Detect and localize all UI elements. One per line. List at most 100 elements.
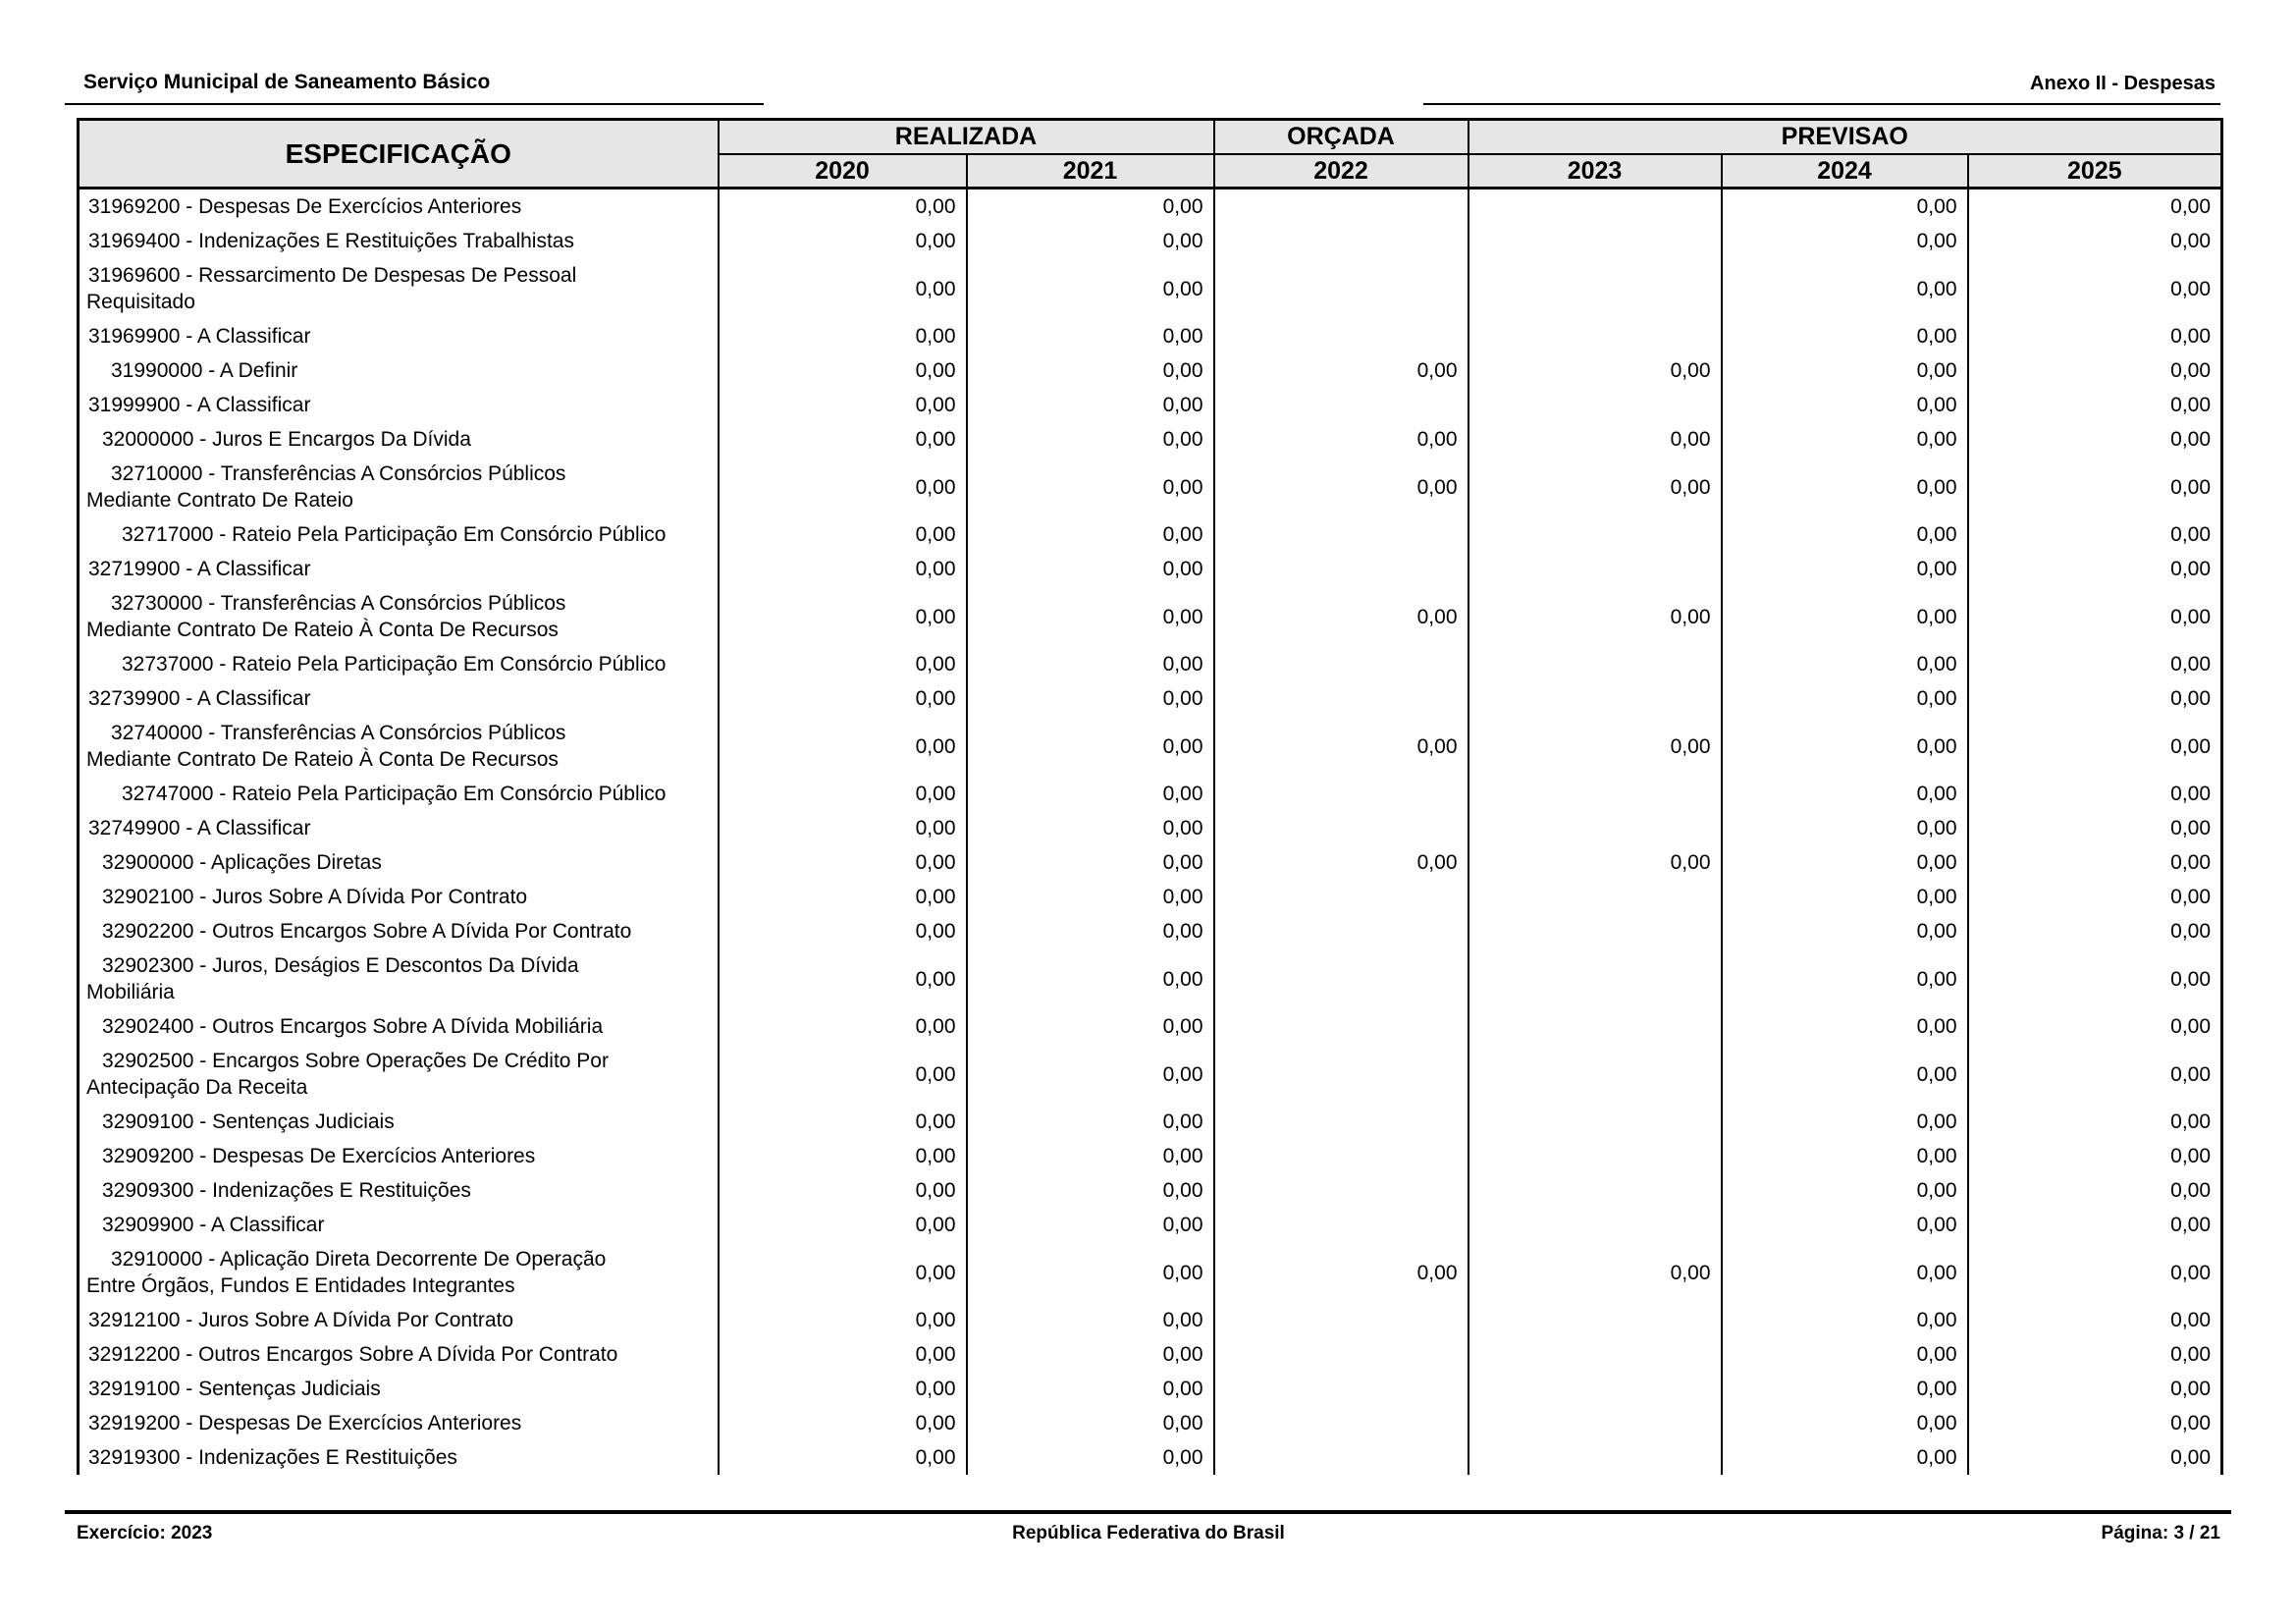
value-cell: 0,00 [717,716,967,777]
value-cell: 0,00 [1720,1303,1968,1337]
value-cell: 0,00 [1467,1242,1722,1303]
value-cell [1467,914,1722,948]
value-cell: 0,00 [1966,1173,2222,1208]
footer-exercicio: Exercício: 2023 [77,1523,213,1543]
spec-cell: 32719900 - A Classificar [88,558,311,580]
value-cell [1467,224,1722,258]
value-cell: 0,00 [1720,681,1968,716]
value-cell [1212,1105,1468,1139]
column-header-2021: 2021 [965,154,1214,189]
value-cell: 0,00 [1966,388,2222,422]
spec-cell: 32749900 - A Classificar [88,817,311,839]
spec-cell: 32909300 - Indenizações E Restituições [102,1179,471,1202]
table-row: 32909300 - Indenizações E Restituições 0,… [79,1173,2222,1208]
value-cell: 0,00 [717,388,967,422]
table-row: 31969200 - Despesas De Exercícios Anteri… [79,188,2222,224]
value-cell [1212,880,1468,914]
value-cell: 0,00 [1212,586,1468,647]
value-cell: 0,00 [965,457,1214,517]
title-left-underline [65,103,764,105]
value-cell: 0,00 [717,224,967,258]
value-cell [1212,224,1468,258]
value-cell [1212,319,1468,353]
table-body: 31969200 - Despesas De Exercícios Anteri… [79,188,2222,1475]
value-cell: 0,00 [1467,353,1722,388]
value-cell [1467,777,1722,811]
value-cell: 0,00 [1720,388,1968,422]
value-cell: 0,00 [965,258,1214,319]
spec-cell: 32912200 - Outros Encargos Sobre A Dívid… [88,1343,618,1366]
value-cell: 0,00 [1966,1440,2222,1475]
value-cell: 0,00 [965,1372,1214,1406]
table-row: 32909100 - Sentenças Judiciais 0,00 0,00 0,… [79,1105,2222,1139]
table-row: 32912100 - Juros Sobre A Dívida Por Cont… [79,1303,2222,1337]
value-cell [1467,681,1722,716]
value-cell [1467,1303,1722,1337]
value-cell: 0,00 [1467,845,1722,880]
spec-cell: 32710000 - Transferências A Consórcios P… [86,462,566,512]
expense-table: ESPECIFICAÇÃO REALIZADA ORÇADA PREVISAO … [77,118,2224,1475]
value-cell: 0,00 [965,845,1214,880]
table-row: 32730000 - Transferências A Consórcios P… [79,586,2222,647]
spec-cell: 31969400 - Indenizações E Restituições T… [88,230,574,252]
value-cell: 0,00 [1467,422,1722,457]
spec-cell: 32739900 - A Classificar [88,687,311,710]
footer-page-number: Página: 3 / 21 [2101,1523,2220,1543]
value-cell: 0,00 [1467,457,1722,517]
value-cell: 0,00 [1720,880,1968,914]
value-cell: 0,00 [717,457,967,517]
value-cell: 0,00 [1966,319,2222,353]
value-cell: 0,00 [1966,552,2222,586]
value-cell [1467,1009,1722,1044]
value-cell: 0,00 [1720,1242,1968,1303]
value-cell: 0,00 [1966,845,2222,880]
value-cell: 0,00 [1720,1044,1968,1105]
value-cell: 0,00 [1720,1208,1968,1242]
value-cell: 0,00 [1212,353,1468,388]
value-cell: 0,00 [1966,716,2222,777]
value-cell: 0,00 [717,552,967,586]
value-cell: 0,00 [1966,1208,2222,1242]
column-header-especificacao: ESPECIFICAÇÃO [78,119,720,189]
value-cell: 0,00 [965,1044,1214,1105]
value-cell: 0,00 [1720,258,1968,319]
table-row: 32910000 - Aplicação Direta Decorrente D… [79,1242,2222,1303]
value-cell: 0,00 [1966,1406,2222,1440]
spec-cell: 32740000 - Transferências A Consórcios P… [86,722,566,771]
table-header: ESPECIFICAÇÃO REALIZADA ORÇADA PREVISAO … [78,119,2222,189]
spec-cell: 32000000 - Juros E Encargos Da Dívida [102,428,471,451]
header-group-row: ESPECIFICAÇÃO REALIZADA ORÇADA PREVISAO [78,119,2222,189]
value-cell: 0,00 [1467,586,1722,647]
value-cell [1467,811,1722,845]
column-header-2023: 2023 [1467,154,1722,189]
value-cell: 0,00 [717,845,967,880]
value-cell: 0,00 [1720,188,1968,224]
value-cell: 0,00 [717,1337,967,1372]
value-cell: 0,00 [1720,224,1968,258]
value-cell: 0,00 [965,552,1214,586]
table-row: 32919200 - Despesas De Exercícios Anteri… [79,1406,2222,1440]
value-cell [1467,1105,1722,1139]
value-cell: 0,00 [1720,353,1968,388]
value-cell: 0,00 [717,811,967,845]
spec-cell: 32912100 - Juros Sobre A Dívida Por Cont… [88,1309,514,1331]
value-cell: 0,00 [1720,1372,1968,1406]
value-cell: 0,00 [1966,1372,2222,1406]
table-row: 32902500 - Encargos Sobre Operações De C… [79,1044,2222,1105]
value-cell: 0,00 [965,1440,1214,1475]
value-cell: 0,00 [965,1009,1214,1044]
value-cell [1212,1440,1468,1475]
value-cell: 0,00 [717,1105,967,1139]
value-cell: 0,00 [965,1139,1214,1173]
value-cell: 0,00 [1966,1009,2222,1044]
value-cell: 0,00 [965,1337,1214,1372]
column-header-2020: 2020 [717,154,967,189]
table-row: 32909200 - Despesas De Exercícios Anteri… [79,1139,2222,1173]
value-cell [1467,647,1722,681]
value-cell [1212,552,1468,586]
value-cell: 0,00 [965,880,1214,914]
value-cell [1212,681,1468,716]
spec-cell: 31999900 - A Classificar [88,394,311,416]
value-cell: 0,00 [1212,845,1468,880]
value-cell [1467,880,1722,914]
